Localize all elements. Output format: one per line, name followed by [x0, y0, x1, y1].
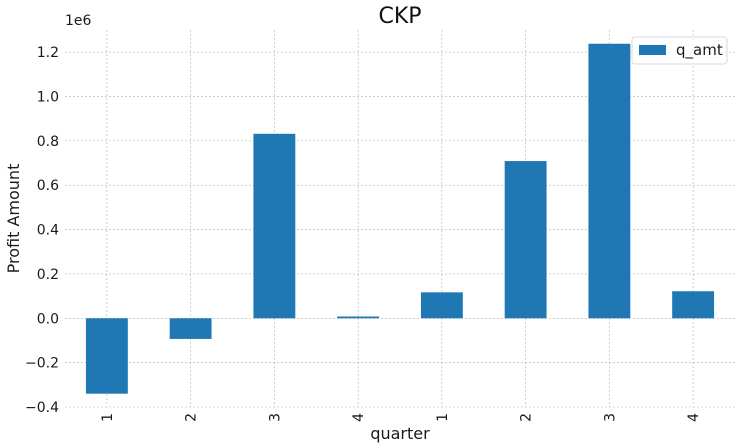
- x-tick-label: 4: [351, 413, 367, 422]
- x-tick-label: 1: [435, 413, 451, 422]
- y-tick-label: −0.2: [25, 356, 59, 372]
- bar: [169, 318, 212, 339]
- bar: [253, 133, 296, 319]
- bar: [85, 318, 128, 394]
- y-tick-label: 1.2: [37, 45, 59, 61]
- y-tick-label: −0.4: [25, 400, 59, 416]
- y-axis-offset-label: 1e6: [65, 13, 92, 29]
- bar: [337, 316, 380, 319]
- y-axis-ticks: −0.4 −0.2 0.0 0.2 0.4 0.6 0.8 1.0 1.2: [25, 45, 59, 416]
- legend-swatch: [639, 45, 666, 55]
- x-tick-label: 2: [184, 413, 200, 422]
- chart-title: CKP: [378, 4, 421, 29]
- grid: [65, 30, 735, 408]
- x-tick-label: 4: [686, 413, 702, 422]
- bar: [672, 291, 715, 319]
- x-tick-label: 3: [602, 413, 618, 422]
- x-tick-label: 1: [100, 413, 116, 422]
- bar: [504, 161, 547, 319]
- x-tick-label: 2: [519, 413, 535, 422]
- bar: [420, 292, 463, 319]
- x-tick-label: 3: [267, 413, 283, 422]
- legend-box: [631, 36, 728, 65]
- y-tick-label: 1.0: [37, 90, 59, 106]
- bar: [588, 43, 631, 319]
- x-axis-ticks: 1 2 3 4 1 2 3 4: [100, 413, 702, 422]
- y-tick-label: 0.6: [37, 178, 59, 194]
- legend-label: q_amt: [676, 41, 723, 60]
- y-tick-label: 0.4: [37, 223, 59, 239]
- y-tick-label: 0.0: [37, 311, 59, 327]
- y-tick-label: 0.2: [37, 267, 59, 283]
- y-axis-label: Profit Amount: [4, 164, 23, 274]
- legend: q_amt: [631, 36, 728, 65]
- bars: [85, 43, 715, 394]
- y-tick-label: 0.8: [37, 134, 59, 150]
- x-axis-label: quarter: [370, 424, 430, 443]
